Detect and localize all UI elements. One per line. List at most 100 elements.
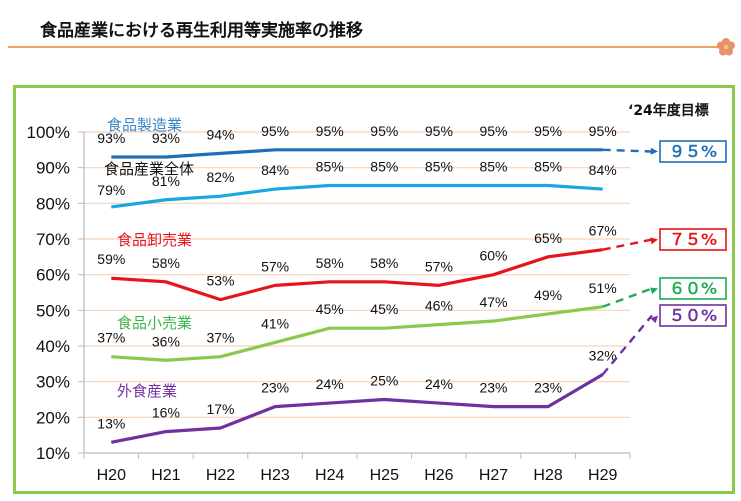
data-label: 85% [425,159,453,175]
data-label: 58% [370,255,398,271]
y-tick-label: 100% [27,123,70,142]
data-label: 23% [479,380,507,396]
y-tick-label: 40% [36,337,70,356]
data-label: 95% [316,123,344,139]
y-tick-label: 60% [36,266,70,285]
data-label: 57% [261,258,289,274]
data-label: 67% [589,223,617,239]
data-label: 23% [261,380,289,396]
data-label: 95% [425,123,453,139]
x-tick-label: H24 [315,467,344,484]
target-box [659,140,727,163]
target-arrowhead [650,287,658,295]
data-label: 95% [261,123,289,139]
y-tick-label: 70% [36,230,70,249]
data-label: 13% [97,415,125,431]
flower-icon [717,38,735,56]
data-label: 59% [97,251,125,267]
x-tick-label: H21 [151,467,180,484]
data-label: 53% [206,273,234,289]
data-label: 84% [589,162,617,178]
data-label: 85% [534,159,562,175]
series-line [111,248,603,302]
y-tick-label: 80% [36,194,70,213]
y-tick-label: 20% [36,408,70,427]
data-label: 41% [261,315,289,331]
x-tick-label: H22 [206,467,235,484]
data-label: 47% [479,294,507,310]
series-line [111,183,603,209]
x-tick-label: H29 [588,467,617,484]
target-box [659,277,727,300]
data-label: 45% [370,301,398,317]
chart-frame [13,85,735,494]
y-tick-label: 90% [36,159,70,178]
target-year-header: ‘24年度目標 [628,103,709,119]
data-label: 95% [589,123,617,139]
title-underline [8,46,720,48]
target-value-label: ６０% [669,279,717,298]
target-value-label: ７５% [669,230,717,249]
data-label: 24% [316,376,344,392]
series-name-label: 食品製造業 [107,116,182,134]
data-label: 84% [261,162,289,178]
y-tick-label: 10% [36,444,70,463]
y-tick-label: 50% [36,301,70,320]
series-name-label: 食品卸売業 [117,231,192,249]
x-tick-label: H27 [479,467,508,484]
data-label: 85% [479,159,507,175]
data-label: 32% [589,348,617,364]
target-arrowhead [650,315,658,324]
data-label: 57% [425,258,453,274]
series-line [111,305,603,362]
x-tick-label: H20 [97,467,126,484]
target-dashed-line [602,238,653,251]
data-label: 25% [370,373,398,389]
y-tick-label: 30% [36,373,70,392]
target-value-label: ９５% [669,142,717,161]
data-label: 95% [370,123,398,139]
target-box [659,304,727,327]
data-label: 65% [534,230,562,246]
data-label: 58% [316,255,344,271]
data-label: 58% [152,255,180,271]
x-tick-label: H23 [260,467,289,484]
x-tick-label: H25 [370,467,399,484]
data-label: 36% [152,333,180,349]
data-label: 17% [206,401,234,417]
data-label: 94% [206,126,234,142]
target-dashed-line [601,314,653,376]
data-label: 24% [425,376,453,392]
target-box [659,228,727,251]
series-line [111,148,603,159]
data-label: 37% [206,330,234,346]
data-label: 49% [534,287,562,303]
data-label: 85% [316,159,344,175]
series-name-label: 食品産業全体 [104,160,194,178]
target-arrowhead [650,237,658,245]
data-label: 45% [316,301,344,317]
series-name-label: 外食産業 [117,382,177,400]
series-name-label: 食品小売業 [117,314,192,332]
data-label: 37% [97,330,125,346]
data-label: 95% [479,123,507,139]
data-label: 93% [152,130,180,146]
target-dashed-line [602,287,653,308]
data-label: 16% [152,405,180,421]
data-label: 95% [534,123,562,139]
data-label: 93% [97,130,125,146]
series-line [110,373,604,444]
data-label: 60% [479,248,507,264]
data-label: 82% [206,169,234,185]
data-label: 46% [425,298,453,314]
data-label: 85% [370,159,398,175]
x-tick-label: H26 [424,467,453,484]
data-label: 23% [534,380,562,396]
x-tick-label: H28 [533,467,562,484]
data-label: 51% [589,280,617,296]
target-arrowhead [650,147,658,155]
page-title: 食品産業における再生利用等実施率の推移 [40,21,363,41]
target-value-label: ５０% [669,306,717,325]
data-label: 81% [152,173,180,189]
